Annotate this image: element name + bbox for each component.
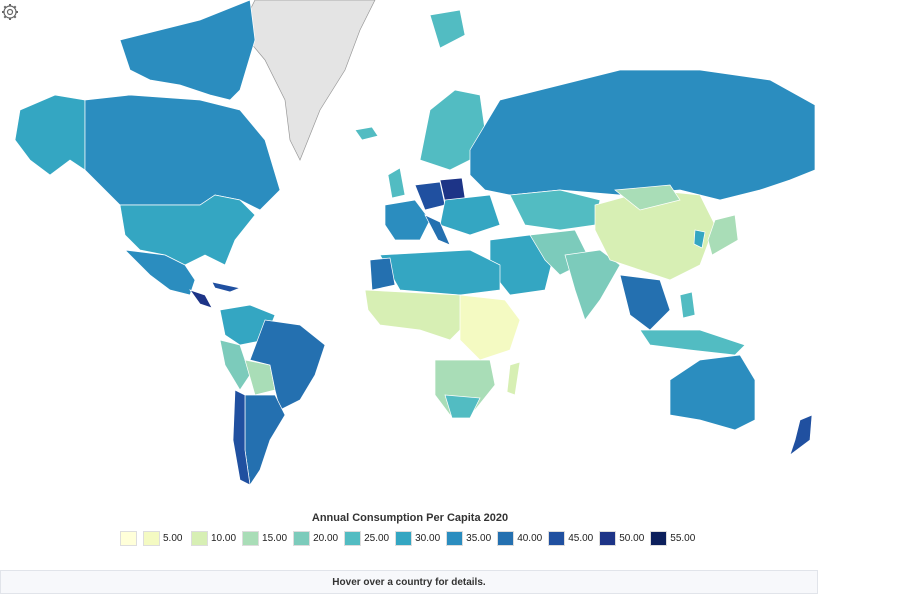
country-east-africa[interactable]	[459, 294, 521, 361]
info-text: Hover over a country for details.	[332, 576, 486, 588]
legend-item: 40.00	[497, 530, 543, 546]
legend-label: 35.00	[466, 532, 492, 544]
country-argentina[interactable]	[244, 394, 286, 486]
country-norway-sweden-finland[interactable]	[419, 89, 486, 171]
country-new-zealand[interactable]	[789, 414, 813, 456]
legend-swatch	[395, 530, 413, 546]
legend-item: 10.00	[191, 530, 237, 546]
legend: 5.00 10.00 15.00 20.00 25.00 30.00 35.00 40.00 4…	[120, 530, 701, 546]
country-madagascar[interactable]	[506, 361, 521, 396]
legend-label: 45.00	[568, 532, 594, 544]
legend-swatch	[344, 530, 362, 546]
legend-item: 25.00	[344, 530, 390, 546]
legend-swatch	[548, 530, 566, 546]
legend-label: 30.00	[415, 532, 441, 544]
country-italy[interactable]	[424, 214, 451, 246]
legend-label: 5.00	[163, 532, 183, 544]
country-mongolia[interactable]	[614, 184, 681, 211]
legend-item: 20.00	[293, 530, 339, 546]
legend-label: 55.00	[670, 532, 696, 544]
country-india[interactable]	[564, 249, 621, 321]
country-south-korea[interactable]	[693, 229, 706, 249]
country-greenland[interactable]	[239, 0, 376, 161]
country-uk[interactable]	[387, 167, 406, 199]
legend-swatch	[599, 530, 617, 546]
legend-swatch	[191, 530, 208, 546]
legend-item: 30.00	[395, 530, 441, 546]
country-southeast-asia[interactable]	[619, 274, 671, 331]
country-north-africa[interactable]	[379, 249, 501, 296]
country-west-africa[interactable]	[364, 289, 471, 341]
legend-swatch	[497, 530, 515, 546]
legend-swatch	[446, 530, 464, 546]
legend-item: 35.00	[446, 530, 492, 546]
legend-label: 20.00	[313, 532, 339, 544]
country-japan[interactable]	[707, 214, 739, 256]
country-russia[interactable]	[469, 69, 816, 201]
legend-item: 45.00	[548, 530, 594, 546]
country-south-africa[interactable]	[444, 394, 481, 419]
country-australia[interactable]	[669, 354, 756, 431]
legend-label: 25.00	[364, 532, 390, 544]
legend-item	[120, 530, 137, 546]
legend-label: 50.00	[619, 532, 645, 544]
legend-item: 15.00	[242, 530, 288, 546]
legend-swatch	[293, 530, 311, 546]
legend-label: 15.00	[262, 532, 288, 544]
country-eastern-europe[interactable]	[439, 194, 501, 236]
country-iceland[interactable]	[354, 126, 379, 141]
legend-title: Annual Consumption Per Capita 2020	[311, 512, 509, 524]
country-philippines[interactable]	[679, 291, 696, 319]
country-mexico[interactable]	[124, 249, 196, 296]
legend-swatch	[120, 530, 137, 546]
country-indonesia[interactable]	[639, 329, 746, 356]
country-canada-islands[interactable]	[119, 0, 256, 101]
legend-item: 50.00	[599, 530, 645, 546]
gear-icon[interactable]	[0, 2, 20, 22]
country-peru[interactable]	[219, 339, 251, 391]
country-canada[interactable]	[84, 94, 281, 211]
legend-item: 5.00	[143, 530, 185, 546]
world-choropleth-map[interactable]	[0, 0, 820, 500]
info-bar: Hover over a country for details.	[0, 570, 818, 594]
legend-label: 10.00	[211, 532, 237, 544]
legend-swatch	[242, 530, 260, 546]
legend-swatch	[143, 530, 160, 546]
country-central-america[interactable]	[189, 289, 213, 309]
legend-label: 40.00	[517, 532, 543, 544]
country-kazakhstan[interactable]	[509, 189, 601, 231]
country-usa-alaska[interactable]	[14, 94, 86, 176]
country-france-spain[interactable]	[384, 199, 431, 241]
country-usa[interactable]	[119, 194, 256, 266]
country-morocco[interactable]	[369, 257, 396, 291]
legend-swatch	[650, 530, 668, 546]
country-chile[interactable]	[232, 389, 251, 486]
country-cuba[interactable]	[211, 281, 242, 293]
legend-item: 55.00	[650, 530, 696, 546]
country-brazil[interactable]	[249, 319, 326, 411]
country-svalbard[interactable]	[429, 9, 466, 49]
